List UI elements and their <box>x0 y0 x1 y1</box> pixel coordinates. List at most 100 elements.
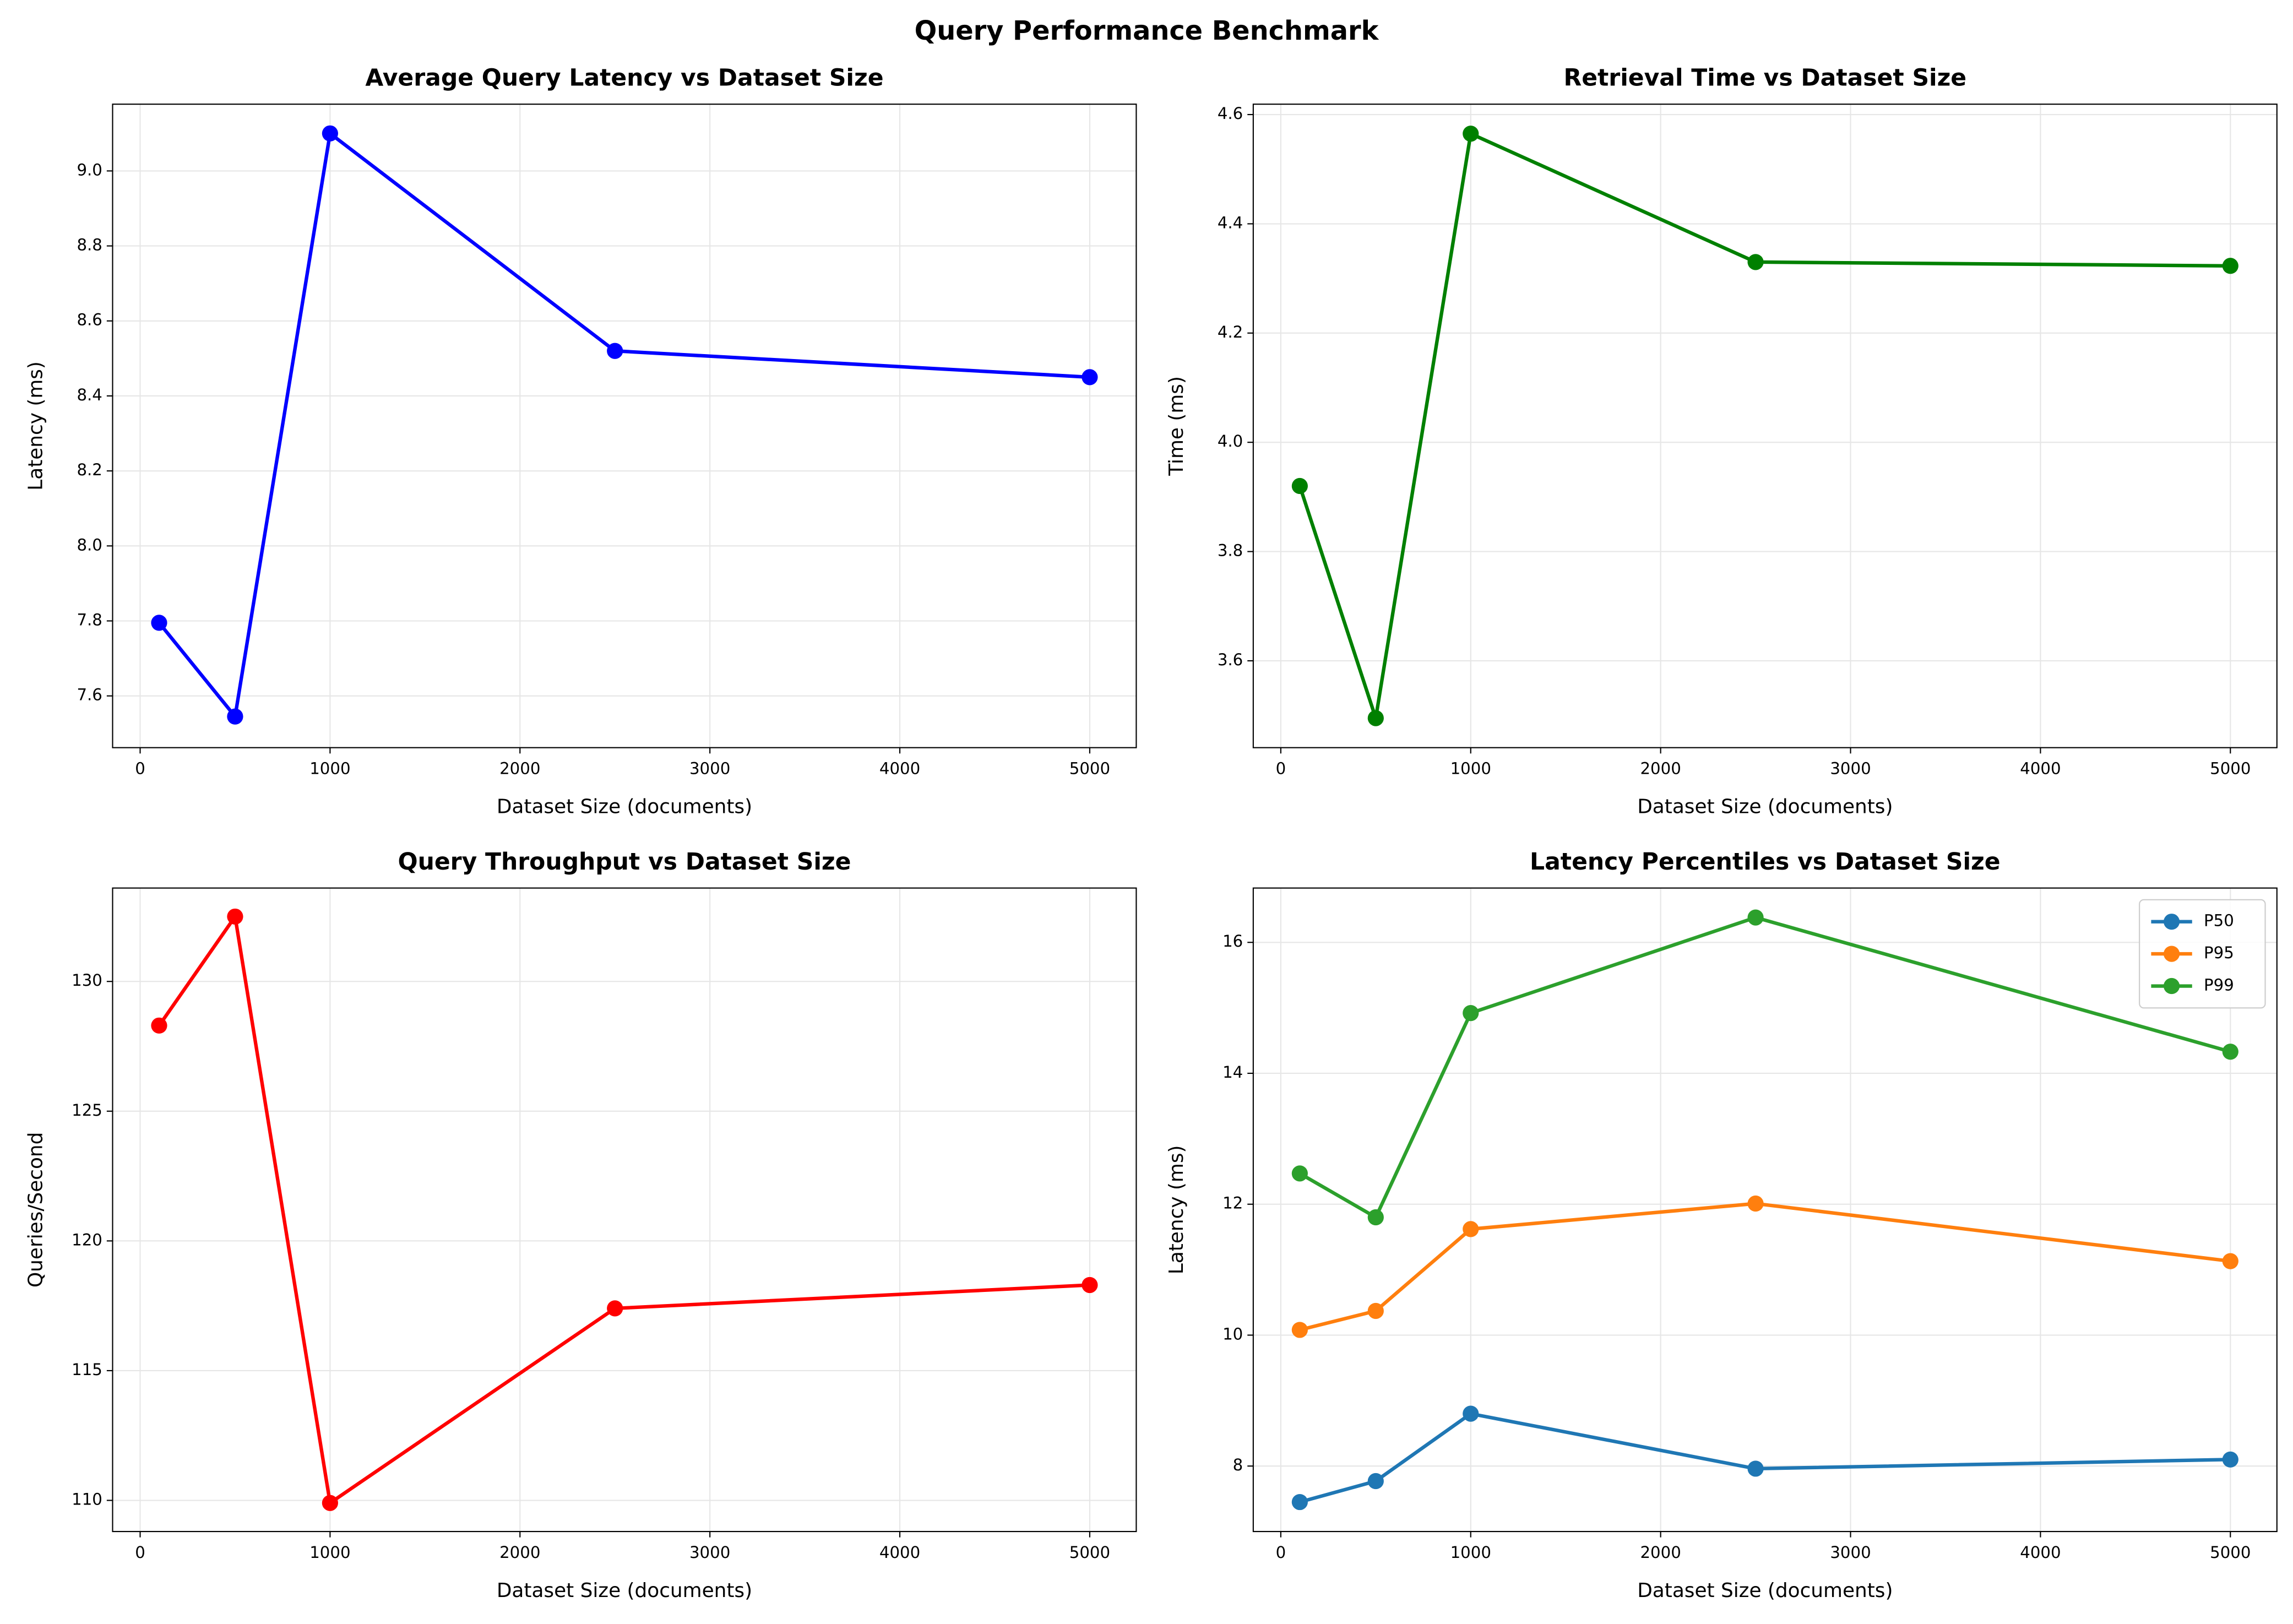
legend-marker <box>2163 914 2180 930</box>
marker <box>1747 909 1764 926</box>
marker <box>1747 1460 1764 1477</box>
marker <box>322 125 338 142</box>
y-tick-label: 8.0 <box>77 535 102 554</box>
x-axis-label: Dataset Size (documents) <box>497 796 752 818</box>
marker <box>151 1017 167 1034</box>
x-tick-label: 5000 <box>2210 1543 2251 1562</box>
chart-title: Average Query Latency vs Dataset Size <box>365 65 883 92</box>
x-tick-label: 3000 <box>1830 759 1871 778</box>
x-tick-label: 3000 <box>689 1543 730 1562</box>
x-tick-label: 3000 <box>689 759 730 778</box>
y-tick-label: 130 <box>72 971 102 990</box>
y-tick-label: 120 <box>72 1230 102 1249</box>
chart-title: Query Throughput vs Dataset Size <box>398 849 851 876</box>
y-tick-label: 4.2 <box>1218 323 1243 341</box>
marker <box>1747 1195 1764 1212</box>
x-tick-label: 1000 <box>309 1543 350 1562</box>
x-tick-label: 2000 <box>1640 1543 1681 1562</box>
y-tick-label: 8.4 <box>77 385 102 404</box>
legend-label: P95 <box>2204 943 2234 962</box>
marker <box>227 908 243 925</box>
x-axis-label: Dataset Size (documents) <box>1637 796 1893 818</box>
plot-frame <box>112 887 1137 1533</box>
y-tick-label: 8 <box>1233 1455 1243 1474</box>
marker <box>322 1495 338 1511</box>
chart-title: Latency Percentiles vs Dataset Size <box>1530 849 2001 876</box>
marker <box>2222 1451 2238 1468</box>
legend-label: P99 <box>2204 976 2234 995</box>
x-tick-label: 0 <box>1276 1543 1286 1562</box>
x-tick-label: 2000 <box>499 1543 540 1562</box>
marker <box>607 343 623 359</box>
x-tick-label: 4000 <box>879 759 920 778</box>
marker <box>2222 1253 2238 1269</box>
marker <box>1747 254 1764 270</box>
y-tick-label: 8.6 <box>77 311 102 329</box>
plot-frame <box>1252 887 2278 1533</box>
x-tick-label: 1000 <box>1450 1543 1491 1562</box>
y-tick-label: 115 <box>72 1360 102 1379</box>
marker <box>151 615 167 631</box>
y-tick-label: 110 <box>72 1490 102 1509</box>
y-tick-label: 14 <box>1222 1063 1243 1082</box>
x-tick-label: 5000 <box>2210 759 2251 778</box>
x-axis-label: Dataset Size (documents) <box>497 1579 752 1602</box>
marker <box>1291 1165 1308 1182</box>
x-tick-label: 5000 <box>1069 1543 1110 1562</box>
y-tick-label: 12 <box>1222 1194 1243 1213</box>
y-tick-label: 7.6 <box>77 686 102 704</box>
y-axis-label: Latency (ms) <box>24 361 47 491</box>
marker <box>2222 1044 2238 1060</box>
marker <box>1291 1322 1308 1338</box>
legend-label: P50 <box>2204 911 2234 930</box>
y-tick-label: 4.6 <box>1218 104 1243 123</box>
x-tick-label: 1000 <box>309 759 350 778</box>
marker <box>1463 126 1479 142</box>
marker <box>1367 1473 1384 1490</box>
x-tick-label: 5000 <box>1069 759 1110 778</box>
y-tick-label: 10 <box>1222 1324 1243 1343</box>
x-tick-label: 0 <box>135 1543 145 1562</box>
marker <box>1367 1302 1384 1319</box>
marker <box>1367 1209 1384 1226</box>
marker <box>1082 369 1098 385</box>
marker <box>1291 1493 1308 1511</box>
x-tick-label: 0 <box>1276 759 1286 778</box>
y-tick-label: 9.0 <box>77 160 102 179</box>
figure-title: Query Performance Benchmark <box>915 16 1379 46</box>
y-axis-label: Latency (ms) <box>1165 1145 1188 1275</box>
y-tick-label: 3.8 <box>1218 541 1243 560</box>
marker <box>1291 477 1308 495</box>
y-tick-label: 7.8 <box>77 611 102 629</box>
marker <box>1367 710 1384 726</box>
x-tick-label: 2000 <box>1640 759 1681 778</box>
y-tick-label: 16 <box>1222 932 1243 950</box>
y-tick-label: 8.8 <box>77 236 102 254</box>
y-tick-label: 4.0 <box>1218 432 1243 450</box>
plot-frame <box>112 104 1137 748</box>
legend-marker <box>2163 977 2180 995</box>
legend-marker <box>2163 946 2180 962</box>
marker <box>1463 1405 1479 1422</box>
marker <box>227 708 243 725</box>
marker <box>1463 1005 1479 1022</box>
x-tick-label: 1000 <box>1450 759 1491 778</box>
x-tick-label: 2000 <box>499 759 540 778</box>
x-tick-label: 0 <box>135 759 145 778</box>
plot-frame <box>1252 104 2278 748</box>
x-tick-label: 4000 <box>879 1543 920 1562</box>
y-axis-label: Time (ms) <box>1165 376 1188 476</box>
y-tick-label: 125 <box>72 1101 102 1120</box>
y-tick-label: 3.6 <box>1218 650 1243 669</box>
marker <box>1463 1221 1479 1237</box>
marker <box>607 1300 623 1317</box>
y-tick-label: 4.4 <box>1218 213 1243 232</box>
x-tick-label: 4000 <box>2020 1543 2061 1562</box>
x-tick-label: 4000 <box>2020 759 2061 778</box>
marker <box>1082 1277 1098 1294</box>
x-axis-label: Dataset Size (documents) <box>1637 1579 1893 1602</box>
y-tick-label: 8.2 <box>77 460 102 479</box>
